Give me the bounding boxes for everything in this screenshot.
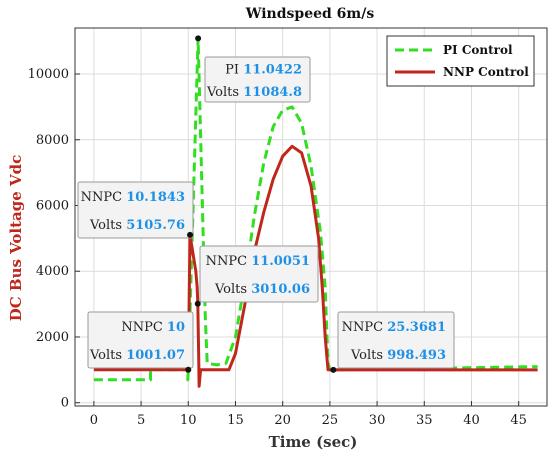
data-tip-marker: [194, 300, 201, 307]
data-tip-box: [87, 311, 194, 369]
y-tick-label: 6000: [36, 198, 69, 213]
data-tip-marker: [185, 366, 192, 373]
data-tip-x-line: NNPC 11.0051: [206, 254, 310, 269]
x-axis-title: Time (sec): [269, 433, 358, 451]
legend-box: [386, 35, 535, 87]
data-tip-x-line: NNPC 10: [121, 320, 185, 335]
x-tick-label: 30: [369, 413, 386, 428]
legend-label: NNP Control: [443, 65, 529, 79]
data-tip-x-value: 11.0051: [251, 254, 310, 269]
x-tick-label: 15: [227, 413, 244, 428]
data-tip-name: NNPC: [81, 190, 127, 205]
data-tip-box: [204, 56, 311, 103]
data-tip-y-line: Volts 5105.76: [89, 218, 185, 233]
y-tick-label: 4000: [36, 264, 69, 279]
data-tip-y-label: Volts: [214, 282, 251, 297]
y-tick-label: 10000: [28, 67, 69, 82]
data-tip-y-line: Volts 3010.06: [214, 282, 310, 297]
data-tip-y-label: Volts: [350, 348, 387, 363]
data-tip-name: PI: [225, 62, 243, 77]
data-tip-marker: [187, 231, 194, 238]
x-tick-label: 0: [90, 413, 98, 428]
y-axis-title: DC Bus Voltage Vdc: [7, 155, 25, 322]
data-tip-x-value: 10: [167, 320, 185, 335]
data-tip-y-label: Volts: [206, 85, 243, 100]
y-tick-label: 2000: [36, 330, 69, 345]
data-tip-x-value: 25.3681: [387, 320, 446, 335]
chart-title: Windspeed 6m/s: [245, 6, 375, 22]
x-tick-label: 10: [180, 413, 197, 428]
data-tip-name: NNPC: [342, 320, 388, 335]
legend-label: PI Control: [443, 43, 513, 57]
data-tip-y-label: Volts: [89, 218, 126, 233]
data-tip-y-label: Volts: [89, 348, 126, 363]
x-tick-label: 45: [510, 413, 527, 428]
data-tip-name: NNPC: [121, 320, 167, 335]
x-tick-label: 5: [137, 413, 145, 428]
data-tip-y-value: 11084.8: [243, 85, 302, 100]
x-tick-label: 40: [463, 413, 480, 428]
data-tip-name: NNPC: [206, 254, 252, 269]
data-tip-y-line: Volts 998.493: [350, 348, 446, 363]
data-tip-box: [199, 245, 319, 303]
data-tip-box: [77, 181, 194, 239]
axis-ticks: 0 5 10 15 20 25 30 35 40 45 0 2000 4000 6000 8000 10000: [28, 67, 527, 428]
legend: PI Control NNP Control: [386, 35, 535, 87]
data-tip-x-line: PI 11.0422: [225, 62, 302, 77]
data-tip-y-value: 1001.07: [126, 348, 185, 363]
data-tip-y-value: 3010.06: [251, 282, 310, 297]
data-tip-box: [337, 311, 455, 369]
data-tip-marker: [195, 35, 202, 42]
data-tip-x-line: NNPC 10.1843: [81, 190, 185, 205]
data-tip-y-value: 998.493: [387, 348, 446, 363]
plot-area: [74, 27, 548, 407]
x-tick-label: 35: [416, 413, 433, 428]
data-tip-marker: [330, 366, 337, 373]
data-tip-y-value: 5105.76: [126, 218, 185, 233]
data-tip-y-line: Volts 11084.8: [206, 85, 302, 100]
x-tick-label: 20: [274, 413, 291, 428]
x-tick-label: 25: [322, 413, 339, 428]
data-tip-x-value: 10.1843: [126, 190, 185, 205]
y-tick-label: 0: [61, 396, 69, 411]
data-tip-x-value: 11.0422: [243, 62, 302, 77]
y-tick-label: 8000: [36, 133, 69, 148]
data-tip-x-line: NNPC 25.3681: [342, 320, 446, 335]
data-tip-y-line: Volts 1001.07: [89, 348, 185, 363]
